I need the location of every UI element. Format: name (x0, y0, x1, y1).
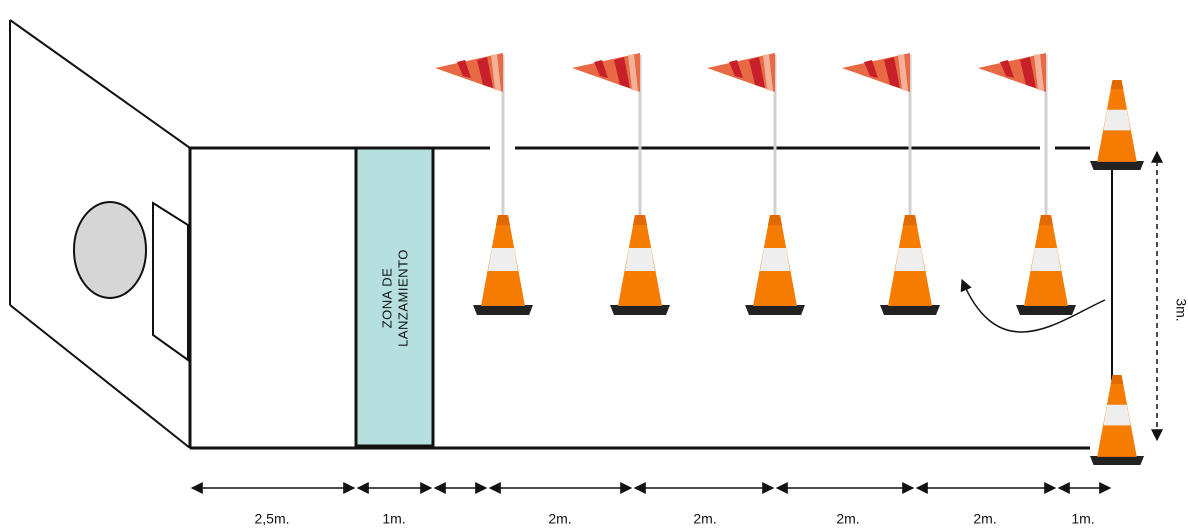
cone (1090, 80, 1144, 170)
zone-label: ZONA DE (379, 268, 394, 329)
dimension-label: 2m. (548, 511, 571, 527)
launch-zone: ZONA DE LANZAMIENTO (354, 146, 435, 448)
cone (610, 215, 670, 315)
cone (473, 215, 533, 315)
flag (705, 51, 777, 220)
cone (1090, 375, 1144, 465)
cone (880, 215, 940, 315)
flags (433, 51, 1048, 220)
field (188, 146, 1113, 450)
flag (840, 51, 912, 220)
path-arrow (960, 278, 1106, 333)
dimension-label: 2m. (973, 511, 996, 527)
zone-label: LANZAMIENTO (395, 249, 410, 347)
dimension-label: 3m. (1173, 298, 1188, 321)
dimension-label: 2,5m. (254, 511, 289, 527)
wall (9, 19, 191, 449)
dimension-labels: 2,5m. 1m. 2m. 2m. 2m. 2m. 1m. (254, 511, 1094, 527)
dimension-label: 2m. (836, 511, 859, 527)
cone (745, 215, 805, 315)
dimension-label: 1m. (382, 511, 405, 527)
dimension-label: 2m. (693, 511, 716, 527)
cone (1016, 215, 1076, 315)
flag (433, 51, 505, 220)
dimension-label: 1m. (1071, 511, 1094, 527)
cones (473, 80, 1144, 465)
flag (570, 51, 642, 220)
flag (976, 51, 1048, 220)
